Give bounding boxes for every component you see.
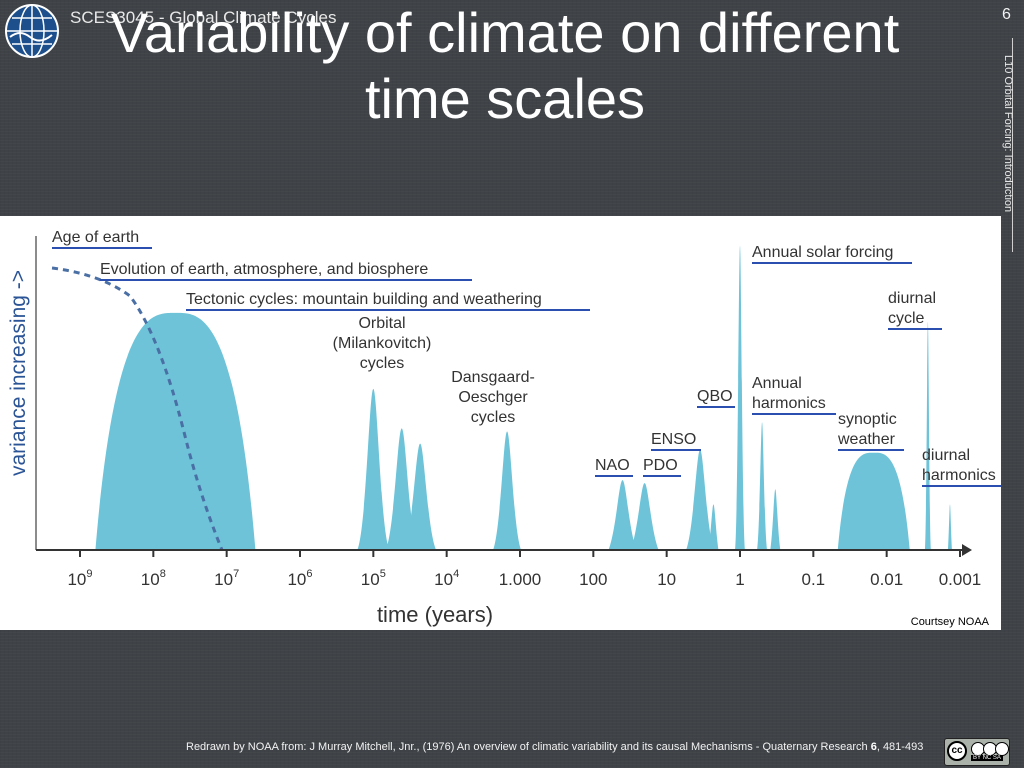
annotation-orbital-milankovitch-cycles: Orbital (Milankovitch) cycles	[333, 315, 432, 372]
annotation-age-of-earth: Age of earth	[52, 229, 139, 246]
annotation-qbo: QBO	[697, 388, 733, 405]
lecture-side-label-box: L10 Orbital Forcing: Introduction	[1002, 55, 1014, 255]
sa-icon	[995, 742, 1009, 756]
annual-harmonics-peak	[757, 422, 768, 550]
annual-solar-forcing-peak	[735, 246, 745, 550]
x-tick-label: 105	[361, 568, 386, 589]
synoptic-weather-peak	[837, 452, 910, 550]
citation-text: Redrawn by NOAA from: J Murray Mitchell,…	[186, 741, 871, 753]
annotation-nao: NAO	[595, 457, 630, 474]
orbital-milankovitch-cycles-peak	[385, 428, 418, 550]
x-tick-label: 0.1	[802, 570, 826, 589]
citation-pages: , 481-493	[876, 741, 924, 753]
globe-icon	[5, 4, 59, 58]
x-tick-label: 104	[434, 568, 459, 589]
annotation-dansgaard-oeschger-cycles: Dansgaard-Oeschger cycles	[451, 369, 535, 426]
x-tick-label: 1.000	[499, 570, 542, 589]
x-tick-label: 109	[67, 568, 92, 589]
page-number: 6	[1002, 6, 1011, 23]
dansgaard-oeschger-cycles-peak	[493, 431, 522, 550]
diurnal-cycle-peak	[924, 322, 931, 550]
annotation-annual-solar-forcing: Annual solar forcing	[752, 244, 893, 261]
annotation-pdo: PDO	[643, 457, 678, 474]
orbital-milankovitch-cycles-peak	[404, 443, 437, 550]
creative-commons-badge[interactable]: cc BY NC SA	[944, 738, 1010, 766]
university-logo	[4, 3, 60, 59]
enso-peak	[686, 449, 715, 550]
annotation-tectonic-cycles-mountain-building-and-weathering: Tectonic cycles: mountain building and w…	[186, 291, 542, 308]
variance-spectrum-chart: 109 108 107 106 105 104 1.000 100 10 1 0.1 0.01 0.00…	[7, 229, 1001, 627]
annotation-diurnal-cycle: diurnal cycle	[888, 290, 936, 327]
license-tags: BY NC SA	[971, 755, 1003, 761]
x-tick-label: 0.01	[870, 570, 903, 589]
x-tick-label: 108	[141, 568, 166, 589]
diurnal-harmonics-peak	[947, 504, 952, 550]
side-divider	[1012, 38, 1013, 252]
course-title: SCES3045 - Global Climate Cycles	[70, 8, 337, 27]
slide-title: Variability of climate on different time…	[40, 0, 970, 132]
annotation-diurnal-harmonics: diurnal harmonics	[922, 447, 996, 484]
x-tick-label: 107	[214, 568, 239, 589]
x-tick-label: 106	[287, 568, 312, 589]
tectonic-cycles-peak	[95, 312, 256, 550]
x-tick-label: 1	[735, 570, 744, 589]
annual-harmonics-peak	[770, 489, 781, 550]
y-axis-label: variance increasing ->	[7, 270, 30, 476]
slide-title-line2: time scales	[364, 67, 646, 130]
x-tick-label: 100	[579, 570, 607, 589]
orbital-milankovitch-cycles-peak	[357, 388, 390, 550]
cc-icon: cc	[947, 741, 967, 761]
pdo-peak	[630, 483, 659, 550]
annotation-evolution-of-earth-atmosphere-and-biosphere: Evolution of earth, atmosphere, and bios…	[100, 261, 428, 278]
climate-variability-figure: 109 108 107 106 105 104 1.000 100 10 1 0.1 0.01 0.00…	[0, 216, 1001, 630]
annotation-annual-harmonics: Annual harmonics	[752, 375, 826, 412]
courtesy-note: Courtsey NOAA	[910, 616, 989, 628]
x-tick-label: 10	[657, 570, 676, 589]
x-axis-label: time (years)	[377, 602, 493, 627]
nao-peak	[608, 480, 637, 550]
x-tick-label: 0.001	[939, 570, 982, 589]
annotation-enso: ENSO	[651, 431, 696, 448]
qbo-peak	[708, 504, 719, 550]
citation: Redrawn by NOAA from: J Murray Mitchell,…	[186, 740, 946, 754]
annotation-synoptic-weather: synoptic weather	[837, 411, 897, 448]
slide-title-line1: Variability of climate on different	[110, 1, 900, 64]
citation-volume: 6	[870, 741, 877, 753]
lecture-side-label: L10 Orbital Forcing: Introduction	[1002, 55, 1014, 213]
x-axis-arrow	[962, 544, 972, 556]
